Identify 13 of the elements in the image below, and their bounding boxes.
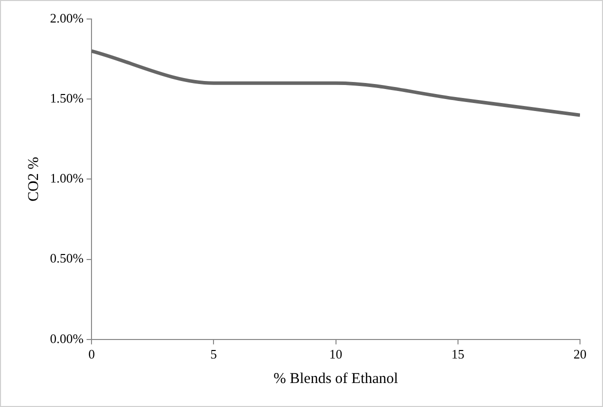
- x-axis-title: % Blends of Ethanol: [274, 370, 398, 387]
- x-tick-label: 20: [574, 346, 586, 362]
- x-tick-label: 5: [210, 346, 217, 362]
- y-tick-label: 0.00%: [50, 330, 84, 346]
- y-tick-label: 2.00%: [50, 10, 84, 26]
- y-tick-label: 1.00%: [50, 170, 84, 186]
- x-tick-label: 15: [451, 346, 464, 362]
- y-tick-label: 1.50%: [50, 90, 84, 106]
- x-tick-label: 0: [88, 346, 95, 362]
- x-tick-label: 10: [329, 346, 342, 362]
- line-series: [92, 49, 580, 117]
- y-tick-label: 0.50%: [50, 250, 84, 266]
- y-axis-title: CO2 %: [26, 156, 42, 202]
